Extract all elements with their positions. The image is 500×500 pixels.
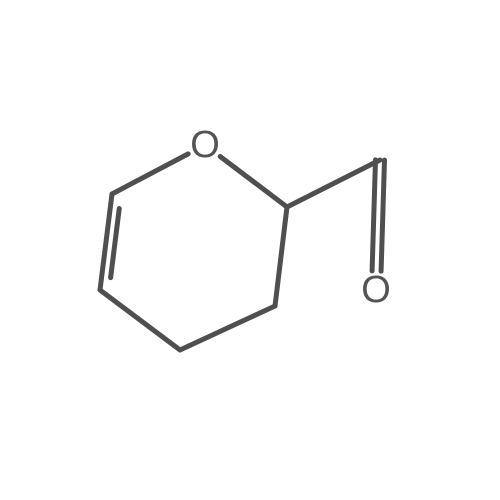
atom-label-o1: O: [190, 124, 220, 166]
atom-label-o8: O: [361, 269, 391, 311]
molecule-diagram: OO: [0, 0, 500, 500]
